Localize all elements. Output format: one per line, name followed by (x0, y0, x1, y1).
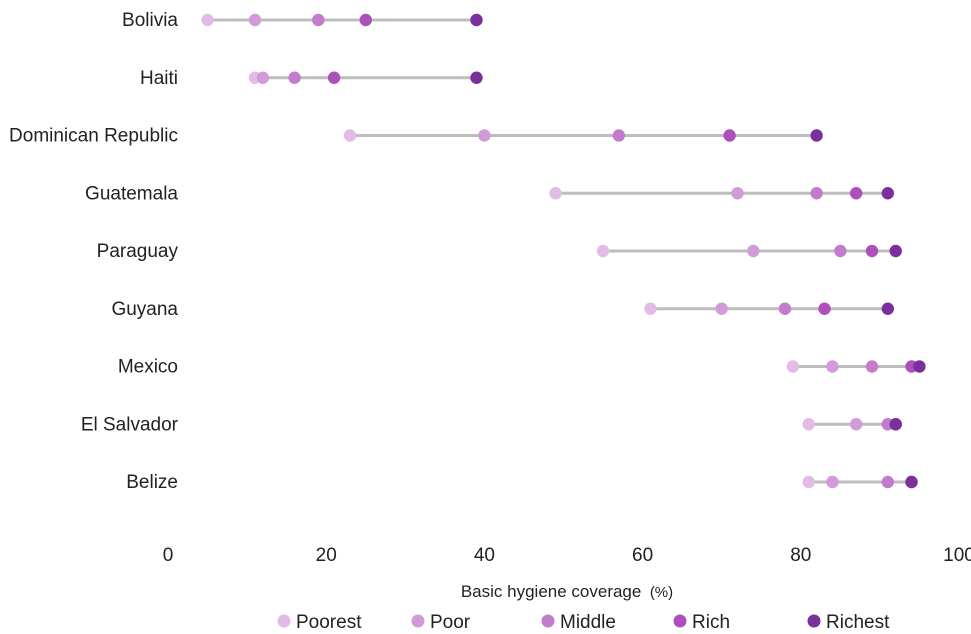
row-belize: Belize (126, 472, 918, 493)
point-poorest (549, 187, 562, 200)
point-richest (810, 129, 823, 142)
legend-label: Richest (826, 612, 890, 633)
point-richest (470, 13, 483, 27)
legend-label: Middle (560, 612, 616, 633)
x-tick-label: 100 (943, 545, 971, 566)
point-poorest (786, 360, 800, 373)
country-label: Guyana (111, 299, 178, 320)
legend-marker (411, 614, 425, 628)
legend-marker (673, 614, 687, 628)
country-label: Belize (126, 472, 178, 493)
legend-marker (807, 614, 821, 628)
row-paraguay: Paraguay (97, 241, 902, 262)
country-label: Haiti (140, 68, 178, 89)
point-richest (913, 360, 926, 373)
legend-item-poorest: Poorest (277, 612, 362, 633)
point-rich (359, 13, 372, 27)
point-poor (715, 302, 728, 315)
x-tick-label: 60 (632, 545, 653, 566)
x-tick-label: 20 (316, 545, 337, 566)
country-label: Paraguay (97, 241, 179, 262)
point-poor (849, 418, 863, 431)
point-poorest (343, 129, 357, 142)
x-axis-ticks: 0 20 40 60 80 100 (163, 545, 971, 566)
point-rich (865, 244, 879, 258)
row-mexico: Mexico (118, 357, 926, 378)
point-poorest (596, 244, 610, 258)
point-poorest (802, 475, 815, 489)
row-dominican-republic: Dominican Republic (9, 126, 823, 147)
country-label: Bolivia (122, 10, 178, 31)
legend-label: Rich (692, 612, 730, 633)
point-rich (818, 302, 831, 315)
point-richest (889, 418, 902, 431)
legend-item-richest: Richest (807, 612, 890, 633)
point-middle (312, 13, 325, 27)
point-poor (747, 244, 760, 258)
point-poor (826, 475, 839, 489)
legend-item-poor: Poor (411, 612, 471, 633)
point-poor (256, 71, 270, 84)
row-guyana: Guyana (111, 299, 895, 320)
point-middle (612, 129, 626, 142)
point-middle (288, 71, 301, 84)
x-axis-label: Basic hygiene coverage (%) (461, 582, 673, 601)
x-axis-label-unit: (%) (650, 584, 673, 601)
point-middle (834, 244, 847, 258)
x-tick-label: 80 (790, 545, 811, 566)
country-label: Guatemala (85, 183, 178, 204)
row-haiti: Haiti (140, 68, 483, 89)
x-tick-label: 0 (163, 545, 174, 566)
row-bolivia: Bolivia (122, 10, 483, 31)
point-poor (248, 13, 262, 27)
x-axis-label-text: Basic hygiene coverage (461, 582, 642, 601)
point-middle (810, 187, 823, 200)
country-label: El Salvador (81, 414, 179, 435)
point-poorest (644, 302, 657, 315)
point-middle (778, 302, 792, 315)
point-rich (327, 71, 341, 84)
point-poorest (201, 13, 214, 27)
point-middle (881, 475, 895, 489)
country-label: Dominican Republic (9, 126, 178, 147)
legend-marker (277, 614, 291, 628)
point-middle (865, 360, 879, 373)
legend-label: Poorest (296, 612, 362, 633)
country-label: Mexico (118, 357, 178, 378)
row-guatemala: Guatemala (85, 183, 895, 204)
point-richest (470, 71, 483, 84)
point-poorest (802, 418, 815, 431)
legend-item-middle: Middle (541, 612, 616, 633)
legend-marker (541, 614, 555, 628)
point-rich (849, 187, 863, 200)
point-richest (889, 244, 902, 258)
chart-rows: Bolivia Haiti Dominican Republic Guatemala P… (9, 10, 926, 493)
point-poor (826, 360, 839, 373)
legend-item-rich: Rich (673, 612, 730, 633)
row-el-salvador: El Salvador (81, 414, 902, 435)
x-tick-label: 40 (474, 545, 495, 566)
point-rich (723, 129, 736, 142)
legend: Poorest Poor Middle Rich Richest (277, 612, 890, 633)
legend-label: Poor (430, 612, 471, 633)
point-poor (731, 187, 744, 200)
point-poor (478, 129, 491, 142)
point-richest (881, 187, 895, 200)
point-richest (905, 475, 918, 489)
point-richest (881, 302, 895, 315)
